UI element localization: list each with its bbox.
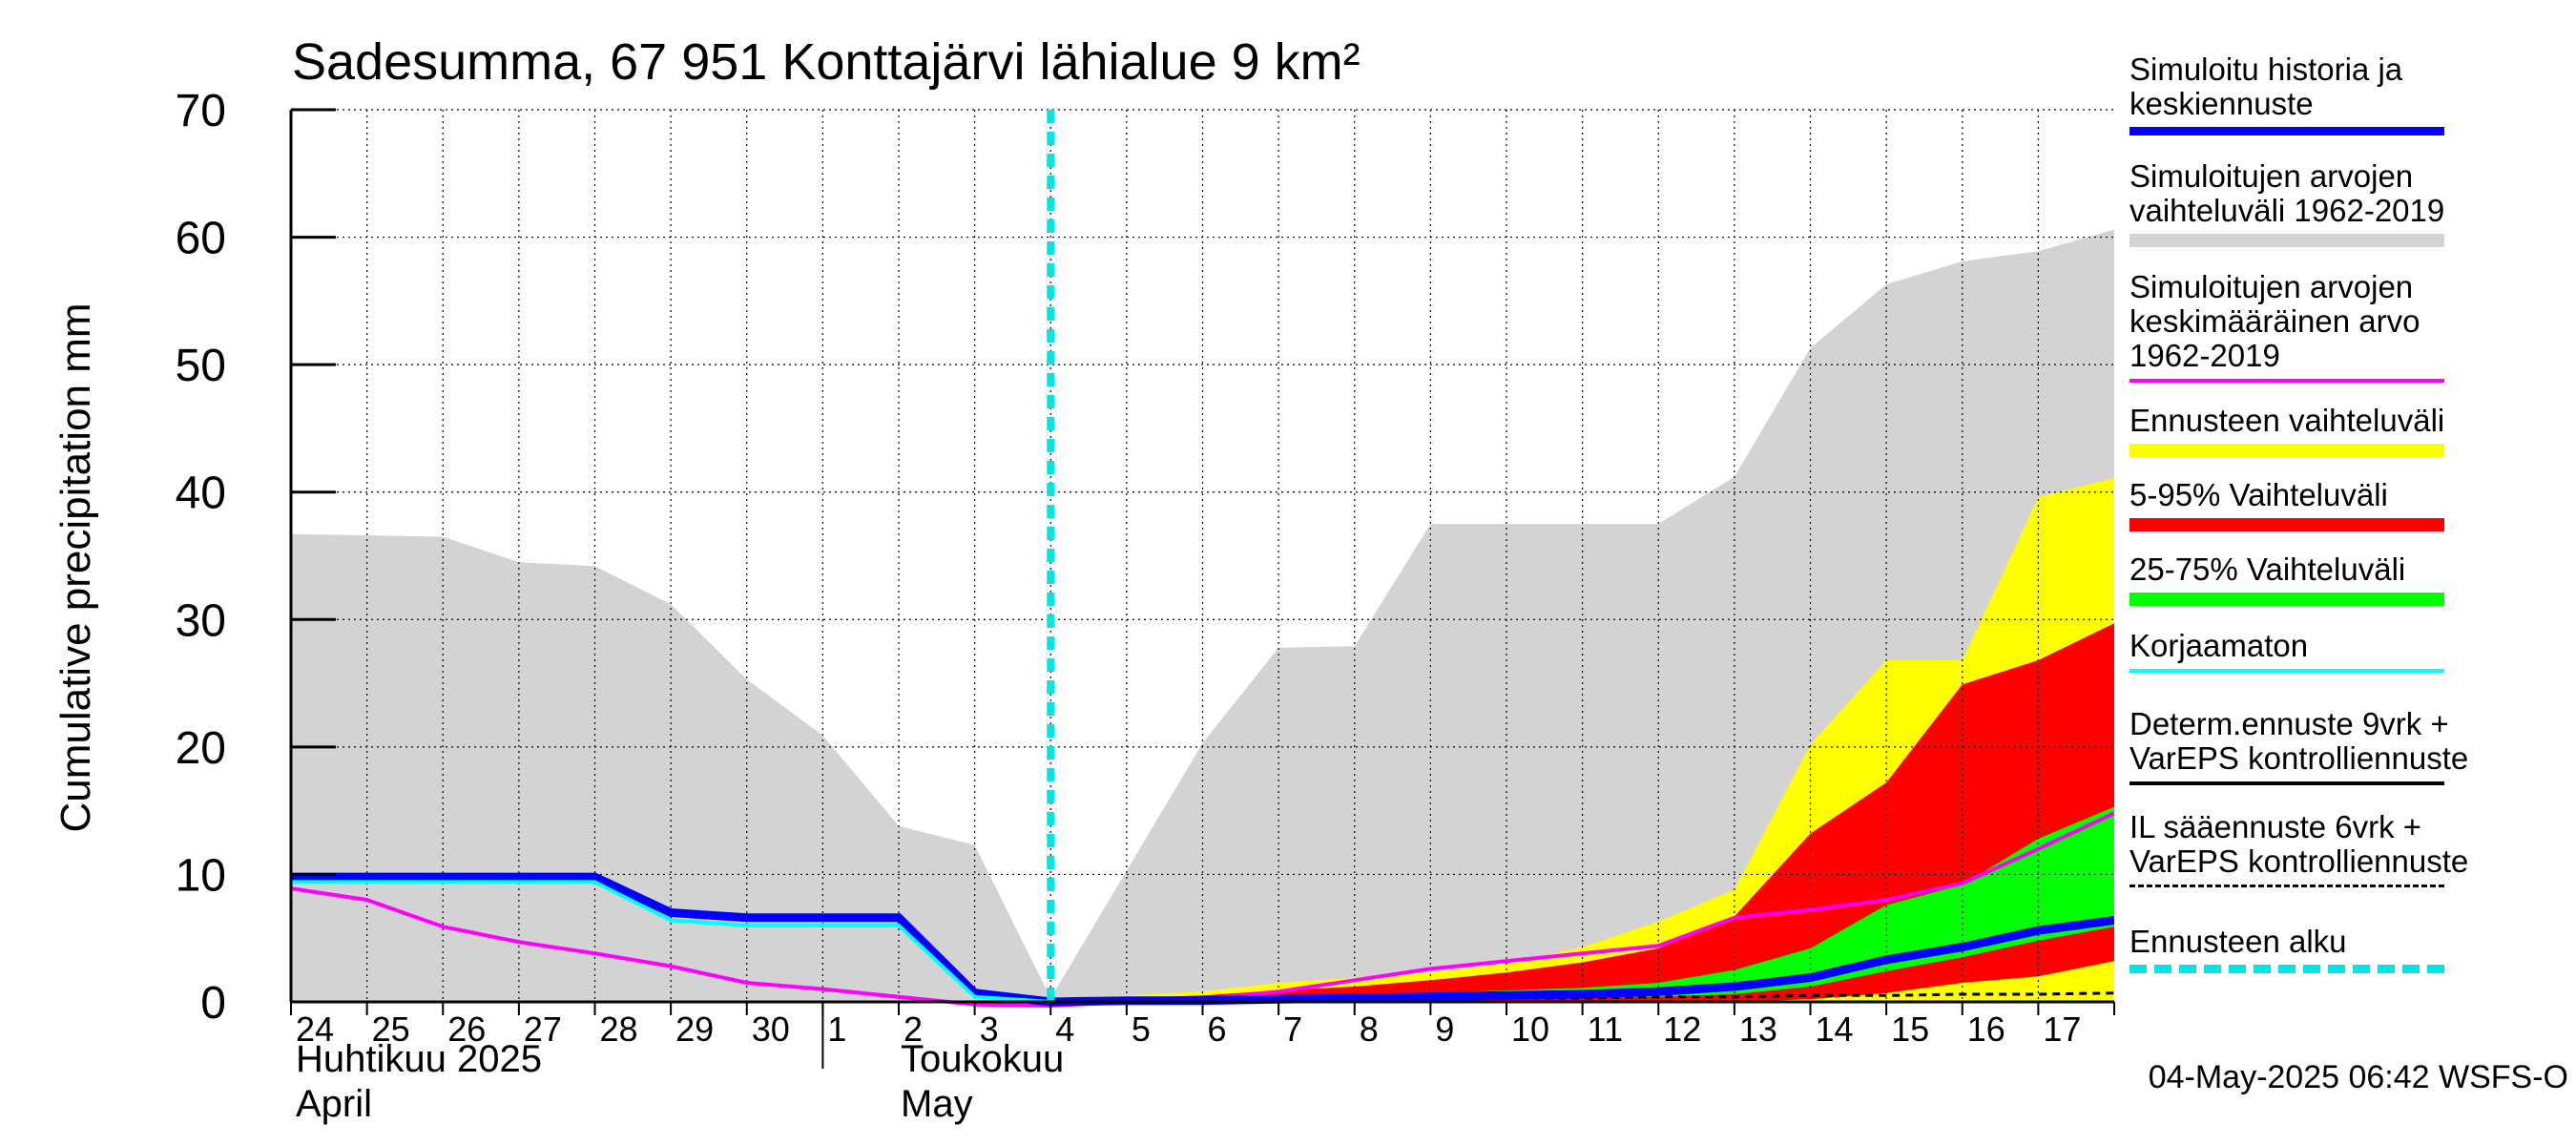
- y-tick-label: 70: [176, 86, 226, 136]
- x-tick-label: 6: [1208, 1010, 1227, 1049]
- legend-swatch: [2129, 379, 2444, 383]
- legend-label: Simuloitujen arvojen keskimääräinen arvo…: [2129, 269, 2420, 373]
- range-5-95-band: [1050, 623, 2114, 1002]
- y-axis-label: Cumulative precipitation mm: [52, 302, 99, 833]
- timestamp-footer: 04-May-2025 06:42 WSFS-O: [2148, 1059, 2568, 1095]
- legend-label: 5-95% Vaihteluväli: [2129, 477, 2388, 512]
- x-tick-label: 9: [1435, 1010, 1454, 1049]
- chart-title: Sadesumma, 67 951 Konttajärvi lähialue 9…: [292, 33, 1361, 91]
- range-25-75-band: [1050, 806, 2114, 1002]
- legend-label: 25-75% Vaihteluväli: [2129, 552, 2406, 587]
- legend-item: Determ.ennuste 9vrk + VarEPS kontrollien…: [2129, 706, 2549, 785]
- legend-swatch: [2129, 885, 2444, 887]
- x-tick-label: 15: [1891, 1010, 1929, 1049]
- x-tick-label: 4: [1055, 1010, 1074, 1049]
- y-tick-label: 50: [176, 341, 226, 391]
- x-tick-label: 24: [296, 1010, 334, 1049]
- legend-label: IL sääennuste 6vrk + VarEPS kontrollienn…: [2129, 809, 2469, 879]
- legend-label: Korjaamaton: [2129, 628, 2309, 663]
- legend-label: Simuloitujen arvojen vaihteluväli 1962-2…: [2129, 158, 2445, 228]
- legend-swatch: [2129, 669, 2444, 673]
- legend-swatch: [2129, 518, 2444, 531]
- month-label-may-fi: Toukokuu: [901, 1038, 1065, 1080]
- x-tick-label: 30: [752, 1010, 790, 1049]
- legend-item: IL sääennuste 6vrk + VarEPS kontrollienn…: [2129, 809, 2549, 887]
- month-label-may-en: May: [901, 1083, 973, 1125]
- legend-item: Simuloitu historia ja keskiennuste: [2129, 52, 2549, 135]
- x-tick-label: 16: [1967, 1010, 2005, 1049]
- uncorrected-line: [291, 880, 1051, 1004]
- y-tick-label: 60: [176, 214, 226, 264]
- x-tick-label: 13: [1739, 1010, 1777, 1049]
- legend-swatch: [2129, 444, 2444, 457]
- x-tick-label: 1: [827, 1010, 846, 1049]
- legend-label: Ennusteen alku: [2129, 924, 2347, 959]
- y-tick-label: 20: [176, 723, 226, 774]
- legend-label: Simuloitu historia ja keskiennuste: [2129, 52, 2403, 121]
- x-tick-label: 5: [1132, 1010, 1151, 1049]
- legend-item: 5-95% Vaihteluväli: [2129, 477, 2549, 531]
- legend-item: Simuloitujen arvojen keskimääräinen arvo…: [2129, 269, 2549, 383]
- legend-item: Korjaamaton: [2129, 628, 2549, 673]
- y-tick-label: 0: [200, 978, 226, 1029]
- legend-swatch: [2129, 234, 2444, 247]
- x-tick-label: 14: [1816, 1010, 1854, 1049]
- legend-item: Simuloitujen arvojen vaihteluväli 1962-2…: [2129, 158, 2549, 247]
- x-tick-label: 10: [1511, 1010, 1549, 1049]
- legend-swatch: [2129, 593, 2444, 606]
- x-tick-label: 27: [524, 1010, 562, 1049]
- x-tick-label: 17: [2043, 1010, 2081, 1049]
- legend-item: Ennusteen alku: [2129, 924, 2549, 973]
- x-tick-label: 29: [675, 1010, 714, 1049]
- x-tick-label: 2: [904, 1010, 923, 1049]
- x-tick-label: 25: [372, 1010, 410, 1049]
- legend-label: Ennusteen vaihteluväli: [2129, 403, 2445, 438]
- legend-swatch: [2129, 781, 2444, 785]
- y-tick-label: 30: [176, 595, 226, 646]
- x-tick-label: 3: [980, 1010, 999, 1049]
- legend-label: Determ.ennuste 9vrk + VarEPS kontrollien…: [2129, 706, 2469, 776]
- y-tick-label: 40: [176, 468, 226, 519]
- month-label-april-en: April: [296, 1083, 373, 1125]
- legend-swatch: [2129, 127, 2444, 135]
- legend-swatch: [2129, 965, 2444, 973]
- x-tick-label: 11: [1588, 1010, 1623, 1049]
- y-tick-label: 10: [176, 850, 226, 901]
- legend-item: Ennusteen vaihteluväli: [2129, 403, 2549, 457]
- x-tick-label: 7: [1283, 1010, 1302, 1049]
- x-tick-label: 28: [600, 1010, 638, 1049]
- x-tick-label: 26: [447, 1010, 486, 1049]
- x-tick-label: 12: [1663, 1010, 1701, 1049]
- legend-item: 25-75% Vaihteluväli: [2129, 552, 2549, 606]
- month-label-april-fi: Huhtikuu 2025: [296, 1038, 542, 1080]
- x-tick-label: 8: [1360, 1010, 1379, 1049]
